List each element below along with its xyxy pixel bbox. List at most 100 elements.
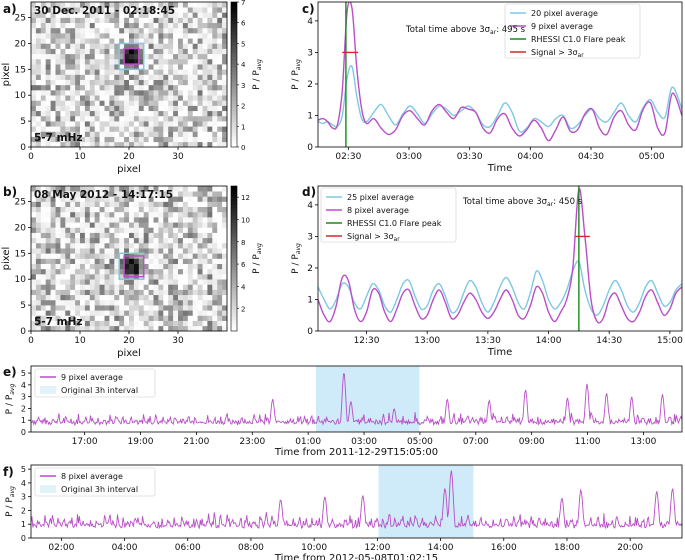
heatmap-cell	[197, 315, 203, 321]
heatmap-cell	[187, 27, 193, 34]
heatmap-cell	[163, 7, 169, 13]
heatmap-cell	[158, 27, 164, 34]
heatmap-cell	[50, 2, 56, 8]
heatmap-cell	[192, 320, 198, 327]
heatmap-cell	[65, 206, 71, 213]
heatmap-cell	[178, 289, 184, 296]
heatmap-cell	[65, 95, 71, 101]
heatmap-cell	[89, 22, 95, 29]
heatmap-cell	[89, 79, 95, 86]
heatmap-cell	[55, 48, 61, 55]
colorbar-segment	[231, 269, 237, 274]
heatmap-cell	[35, 100, 42, 106]
heatmap-cell	[133, 121, 140, 127]
colorbar-segment	[231, 276, 237, 281]
heatmap-cell	[153, 17, 159, 24]
heatmap-cell	[163, 201, 169, 208]
frequency-band-label: 5-7 mHz	[34, 132, 82, 144]
colorbar-tick-label: 6	[241, 20, 246, 28]
heatmap-cell	[148, 196, 154, 202]
heatmap-cell	[124, 217, 130, 223]
heatmap-cell	[138, 95, 144, 101]
heatmap-cell	[217, 263, 223, 270]
heatmap-cell	[89, 263, 95, 270]
heatmap-cell	[192, 227, 198, 233]
colorbar-segment	[231, 312, 237, 317]
heatmap-cell	[104, 121, 110, 127]
heatmap-cell	[187, 64, 193, 70]
heatmap-cell	[187, 242, 193, 249]
y-tick-label: 1	[21, 416, 26, 425]
x-tick-label: 05:00	[639, 152, 665, 162]
heatmap-cell	[173, 320, 179, 327]
heatmap-cell	[31, 27, 37, 34]
heatmap-cell	[217, 237, 223, 244]
heatmap-cell	[168, 131, 174, 137]
heatmap-cell	[168, 320, 174, 327]
heatmap-cell	[84, 289, 91, 296]
legend-label: Signal > 3σar	[347, 232, 400, 243]
heatmap-cell	[153, 7, 159, 13]
heatmap-cell	[60, 294, 66, 301]
heatmap-cell	[173, 69, 179, 75]
heatmap-cell	[148, 121, 154, 127]
heatmap-cell	[94, 299, 100, 306]
heatmap-cell	[173, 110, 179, 117]
heatmap-cell	[80, 121, 86, 127]
heatmap-cell	[75, 100, 81, 106]
heatmap-cell	[84, 191, 91, 197]
heatmap-cell	[104, 206, 110, 213]
heatmap-cell	[133, 22, 140, 29]
heatmap-cell	[158, 115, 164, 122]
heatmap-cell	[129, 64, 135, 70]
y-tick-label: 2	[307, 80, 313, 90]
y-tick-label: 5	[20, 301, 26, 311]
heatmap-cell	[40, 222, 46, 228]
heatmap-cell	[65, 315, 71, 321]
heatmap-cell	[94, 279, 100, 285]
heatmap-cell	[55, 74, 61, 80]
colorbar-segment	[231, 139, 237, 144]
colorbar-segment	[231, 41, 237, 46]
heatmap-cell	[50, 12, 56, 18]
heatmap-cell	[31, 110, 37, 117]
colorbar-label: P / Pavg	[252, 243, 263, 274]
heatmap-cell	[70, 95, 76, 101]
colorbar-segment	[231, 189, 237, 194]
heatmap-cell	[178, 33, 184, 39]
heatmap-cell	[99, 74, 105, 80]
heatmap-cell	[197, 74, 203, 80]
heatmap-cell	[119, 191, 125, 197]
colorbar-segment	[231, 251, 237, 256]
y-tick-label: 0	[20, 143, 26, 153]
heatmap-cell	[50, 201, 56, 208]
heatmap-cell	[133, 33, 140, 39]
heatmap-cell	[45, 253, 51, 259]
heatmap-cell	[35, 69, 42, 75]
heatmap-cell	[60, 131, 66, 137]
heatmap-cell	[212, 27, 218, 34]
heatmap-cell	[94, 217, 100, 223]
heatmap-cell	[119, 268, 125, 275]
heatmap-cell	[133, 299, 140, 306]
heatmap-cell	[138, 289, 144, 296]
colorbar-segment	[231, 265, 237, 270]
heatmap-cell	[89, 315, 95, 321]
heatmap-cell	[104, 196, 110, 202]
heatmap-cell	[70, 7, 76, 13]
heatmap-cell	[207, 299, 213, 306]
heatmap-cell	[202, 64, 208, 70]
heatmap-cell	[31, 38, 37, 44]
heatmap-cell	[80, 263, 86, 270]
heatmap-cell	[212, 217, 218, 223]
heatmap-cell	[187, 126, 193, 132]
ylabel-main: P / P	[5, 394, 15, 414]
heatmap-cell	[50, 211, 56, 218]
heatmap-cell	[212, 69, 218, 75]
heatmap-cell	[109, 232, 115, 239]
heatmap-cell	[75, 305, 81, 311]
heatmap-cell	[75, 84, 81, 91]
heatmap-cell	[55, 315, 61, 321]
heatmap-cell	[40, 248, 46, 254]
heatmap-cell	[173, 95, 179, 101]
